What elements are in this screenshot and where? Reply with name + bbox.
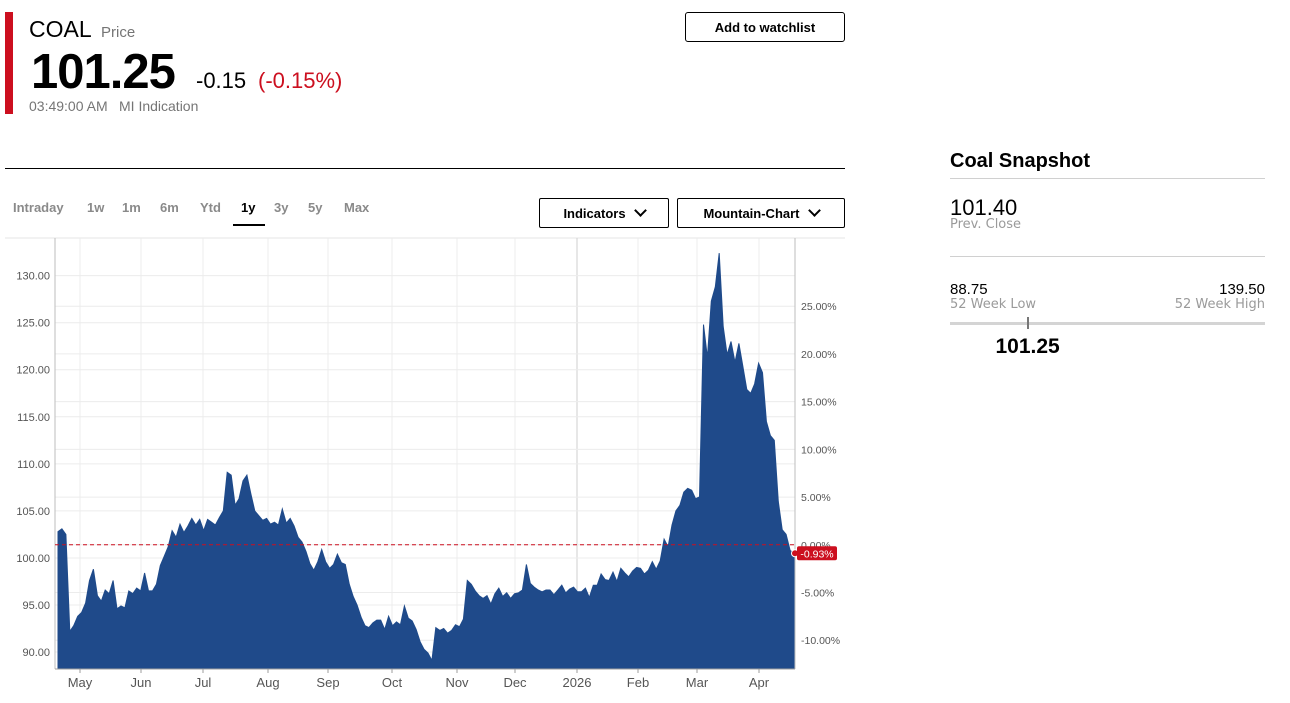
x-tick-label: Mar xyxy=(686,675,709,690)
y-left-tick-label: 90.00 xyxy=(22,647,50,659)
prev-close-label: Prev. Close xyxy=(950,217,1022,232)
range-tab-max[interactable]: Max xyxy=(344,200,370,215)
add-to-watchlist-button[interactable]: Add to watchlist xyxy=(685,12,845,42)
range-tab-6m[interactable]: 6m xyxy=(160,200,179,215)
range-tab-1m[interactable]: 1m xyxy=(122,200,141,215)
range-tab-ytd[interactable]: Ytd xyxy=(200,200,221,215)
x-tick-label: Nov xyxy=(445,675,469,690)
range-tab-3y[interactable]: 3y xyxy=(274,200,289,215)
y-right-tick-label: 25.00% xyxy=(801,301,837,313)
last-value-badge-label: -0.93% xyxy=(800,548,833,560)
y-right-tick-label: 10.00% xyxy=(801,444,837,456)
y-right-tick-label: 15.00% xyxy=(801,397,837,409)
52-week-range-track xyxy=(950,322,1265,325)
indicators-label: Indicators xyxy=(563,205,626,221)
x-tick-label: Jul xyxy=(195,675,212,690)
x-tick-label: 2026 xyxy=(563,675,592,690)
accent-bar xyxy=(5,12,13,114)
52-week-current-value: 101.25 xyxy=(995,335,1060,358)
price-change: -0.15 xyxy=(196,68,247,93)
quote-time: 03:49:00 AM xyxy=(29,98,108,114)
52-week-high-label: 52 Week High xyxy=(1174,297,1265,312)
y-right-tick-label: -10.00% xyxy=(801,635,840,647)
range-tab-1w[interactable]: 1w xyxy=(87,200,105,215)
x-tick-label: Sep xyxy=(316,675,339,690)
y-left-tick-label: 120.00 xyxy=(16,365,50,377)
x-tick-label: Oct xyxy=(382,675,403,690)
chevron-down-icon xyxy=(633,204,647,217)
x-tick-label: Jun xyxy=(131,675,152,690)
range-tab-intraday[interactable]: Intraday xyxy=(13,200,64,215)
quote-source: MI Indication xyxy=(119,98,199,114)
y-left-tick-label: 100.00 xyxy=(16,553,50,565)
snapshot-divider xyxy=(950,256,1265,257)
header-divider xyxy=(5,168,845,169)
last-value-badge xyxy=(797,546,837,561)
52-week-range-marker xyxy=(1026,317,1029,329)
52-week-low-value: 88.75 xyxy=(950,281,988,298)
y-left-tick-label: 95.00 xyxy=(22,600,50,612)
x-tick-label: Aug xyxy=(256,675,279,690)
price-change-percent: (-0.15%) xyxy=(258,68,343,93)
chart-type-dropdown[interactable]: Mountain-Chart xyxy=(677,198,845,228)
range-tab-1y[interactable]: 1y xyxy=(241,200,256,215)
52-week-high-value: 139.50 xyxy=(1219,281,1265,298)
indicators-dropdown[interactable]: Indicators xyxy=(539,198,669,228)
price-chart[interactable]: 130.00 125.00 120.00 115.00 110.00 105.00 100.… xyxy=(0,236,846,696)
y-left-tick-label: 130.00 xyxy=(16,271,50,283)
price-area-series xyxy=(57,253,795,670)
y-left-tick-label: 110.00 xyxy=(17,459,50,471)
snapshot-title: Coal Snapshot xyxy=(950,150,1091,172)
snapshot-divider xyxy=(950,178,1265,179)
52-week-low-label: 52 Week Low xyxy=(950,297,1037,312)
y-left-tick-label: 125.00 xyxy=(16,318,50,330)
chart-type-label: Mountain-Chart xyxy=(703,205,800,221)
active-range-underline xyxy=(233,224,265,226)
x-tick-label: Feb xyxy=(627,675,649,690)
price-label: Price xyxy=(101,24,136,41)
symbol: COAL xyxy=(29,16,92,42)
y-right-tick-label: -5.00% xyxy=(801,587,834,599)
prev-close-value: 101.40 xyxy=(950,195,1018,220)
x-tick-label: Dec xyxy=(503,675,527,690)
y-left-tick-label: 115.00 xyxy=(17,412,50,424)
range-tab-5y[interactable]: 5y xyxy=(308,200,323,215)
last-price: 101.25 xyxy=(31,45,176,99)
chevron-down-icon xyxy=(807,204,821,217)
x-tick-label: May xyxy=(68,675,93,690)
y-right-tick-label: 20.00% xyxy=(801,349,837,361)
y-left-tick-label: 105.00 xyxy=(16,506,50,518)
x-tick-label: Apr xyxy=(749,675,770,690)
y-right-tick-label: 5.00% xyxy=(801,492,831,504)
